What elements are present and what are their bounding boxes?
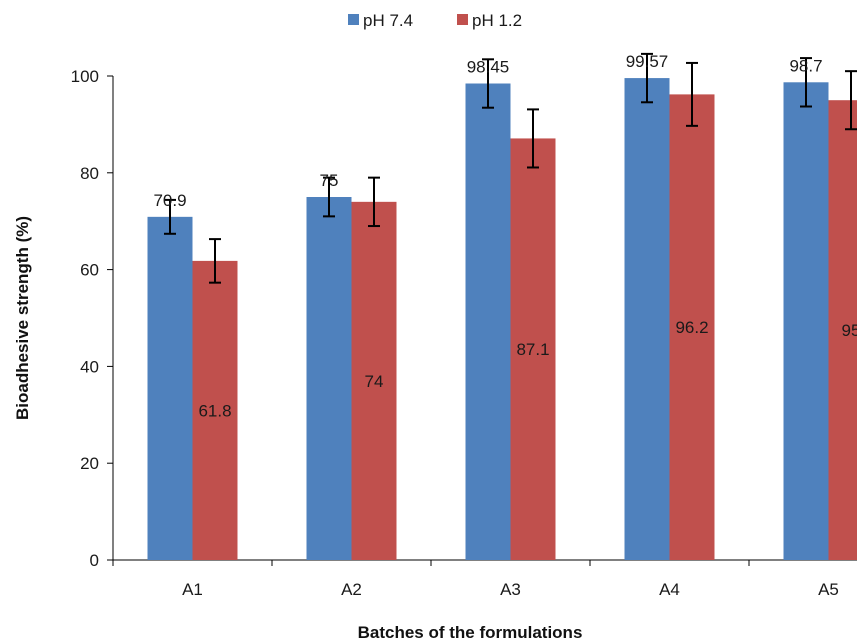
legend-swatch — [348, 14, 359, 25]
bar — [351, 201, 397, 560]
bar — [783, 82, 829, 561]
data-label: 74 — [365, 372, 384, 391]
data-label: 99.57 — [626, 52, 669, 71]
bar — [147, 216, 193, 560]
bar — [624, 78, 670, 560]
x-axis-title: Batches of the formulations — [358, 623, 583, 642]
x-tick-label: A1 — [182, 580, 203, 599]
data-label: 98.7 — [789, 56, 822, 75]
data-label: 95 — [842, 321, 857, 340]
x-tick-label: A2 — [341, 580, 362, 599]
y-tick-label: 40 — [80, 357, 99, 376]
legend-entry: pH 1.2 — [472, 11, 522, 30]
y-tick-label: 60 — [80, 261, 99, 280]
legend-swatch — [457, 14, 468, 25]
x-tick-label: A4 — [659, 580, 680, 599]
data-label: 87.1 — [516, 340, 549, 359]
y-tick-label: 100 — [71, 67, 99, 86]
data-label: 98.45 — [467, 58, 510, 77]
y-tick-label: 20 — [80, 454, 99, 473]
data-label: 75 — [320, 171, 339, 190]
data-label: 96.2 — [675, 318, 708, 337]
bar — [669, 94, 715, 560]
y-tick-label: 80 — [80, 164, 99, 183]
y-axis: 0 20 40 60 80 100 — [71, 67, 114, 570]
legend-entry: pH 7.4 — [363, 11, 413, 30]
x-axis: A1 A2 A3 A4 A5 — [112, 559, 857, 599]
x-tick-label: A5 — [818, 580, 839, 599]
bars — [147, 78, 857, 561]
bar — [306, 197, 352, 560]
data-labels: 70.9 75 98.45 99.57 98.7 61.8 74 87.1 96.2 95 — [153, 52, 857, 420]
bar — [828, 100, 857, 560]
error-bars — [164, 52, 857, 284]
bar — [465, 83, 511, 560]
data-label: 61.8 — [198, 401, 231, 420]
x-tick-label: A3 — [500, 580, 521, 599]
y-axis-title: Bioadhesive strength (%) — [13, 216, 32, 420]
bar — [510, 138, 556, 560]
legend: pH 7.4 pH 1.2 — [348, 11, 522, 30]
bar — [192, 260, 238, 560]
data-label: 70.9 — [153, 191, 186, 210]
y-tick-label: 0 — [90, 551, 99, 570]
